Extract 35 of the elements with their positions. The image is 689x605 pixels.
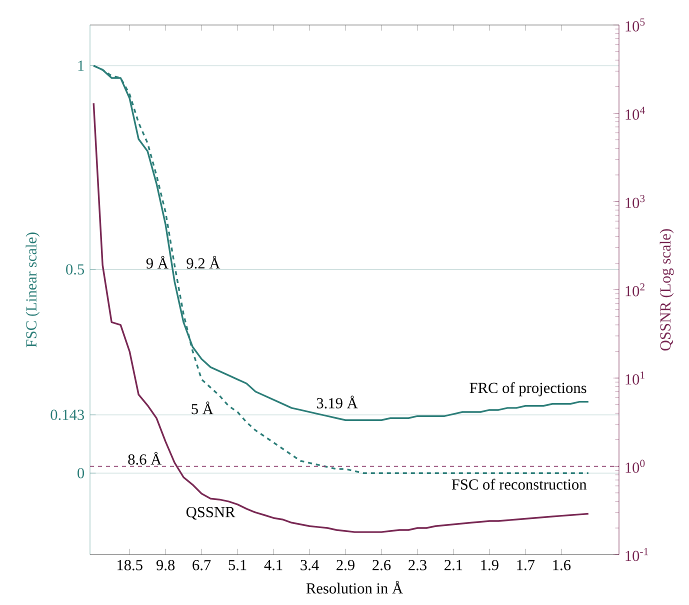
x-tick-label: 1.9 (481, 560, 498, 570)
x-tick-label: 2.3 (408, 560, 426, 570)
y2-axis-title: QSSNR (Log scale) (660, 229, 674, 350)
x-tick-label: 2.9 (336, 560, 354, 570)
annotation: 5 Å (192, 402, 214, 414)
y2-tick-label: 10$^{4}$ (626, 106, 645, 120)
y2-tick-label: 10$^{5}$ (626, 18, 645, 32)
y2-tick-label: 10$^{0}$ (626, 460, 645, 473)
annotation: 9.2 Å (186, 256, 220, 269)
x-tick-label: 2.6 (372, 560, 391, 570)
x-tick-label: 1.6 (553, 560, 571, 570)
x-tick-label: 5.1 (228, 560, 246, 570)
series-label: QSSNR (186, 506, 236, 520)
annotation: 9 Å (146, 256, 168, 269)
annotation: 3.19 Å (316, 396, 358, 408)
series-label: FRC of projections (470, 382, 586, 396)
y2-tick-label: 10$^{1}$ (626, 372, 644, 385)
ref-line-label: 8.6 Å (128, 452, 162, 465)
y2-tick-label: 10$^{3}$ (626, 194, 645, 208)
x-tick-label: 1.7 (517, 560, 535, 570)
x-tick-label: 9.8 (156, 560, 175, 570)
x-tick-label: 4.1 (264, 560, 282, 570)
y-tick-label: 0.143 (50, 410, 84, 420)
x-tick-label: 3.4 (300, 560, 319, 570)
x-tick-label: 2.1 (444, 560, 462, 570)
y-tick-label: 1 (78, 60, 84, 71)
y-axis-title: FSC (Linear scale) (26, 232, 40, 348)
y-tick-label: 0 (78, 468, 84, 478)
series-label: FSC of reconstruction (452, 478, 587, 490)
x-tick-label: 18.5 (118, 560, 142, 570)
x-tick-label: 6.7 (192, 560, 211, 570)
x-axis-title: Resolution in Å (306, 580, 403, 594)
y2-tick-label: 10$^{2}$ (626, 283, 644, 296)
y-tick-label: 0.5 (66, 264, 84, 275)
y2-tick-label: 10$^{-1}$ (626, 548, 648, 562)
